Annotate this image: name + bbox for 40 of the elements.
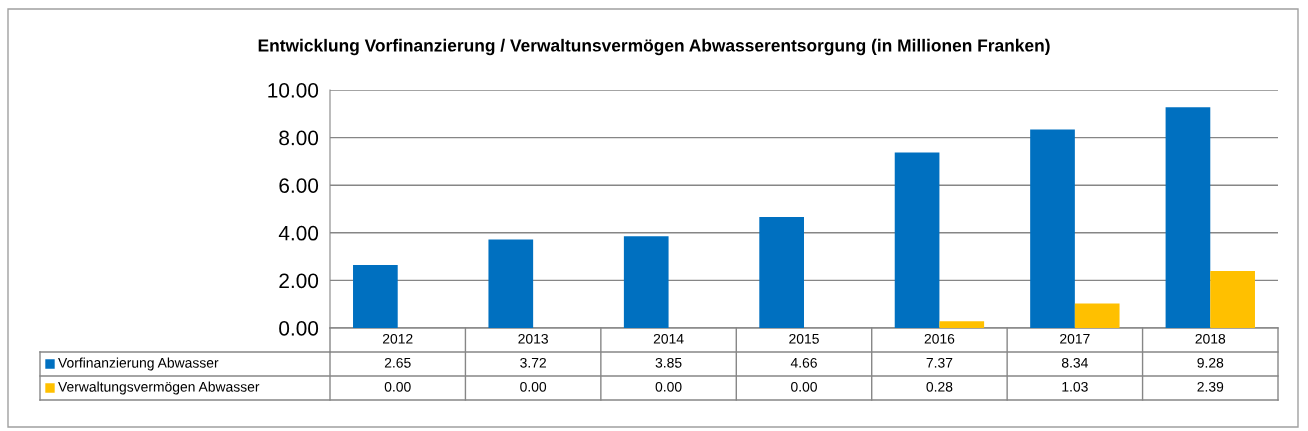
data-label: 0.28	[926, 381, 953, 392]
x-tick-label: 2014	[653, 333, 684, 344]
bar	[894, 152, 940, 328]
data-label: 1.03	[1062, 381, 1088, 392]
data-label: 3.72	[520, 357, 546, 368]
data-label: 0.00	[384, 381, 411, 392]
y-tick-label: 2.00	[279, 273, 319, 289]
bar	[1074, 303, 1120, 328]
data-label: 9.28	[1197, 357, 1224, 368]
data-label: 0.00	[520, 381, 547, 392]
bar	[939, 321, 985, 328]
y-tick-label: 10.00	[268, 83, 319, 98]
x-tick-label: 2013	[518, 333, 548, 344]
data-label: 7.37	[926, 357, 953, 368]
data-label: 2.39	[1197, 381, 1224, 392]
bar	[759, 217, 804, 328]
x-tick-label: 2016	[924, 333, 955, 344]
x-tick-label: 2017	[1060, 333, 1090, 344]
y-tick-label: 8.00	[279, 130, 319, 146]
legend-label: Verwaltungsvermögen Abwasser	[58, 381, 260, 395]
bar	[353, 264, 398, 328]
x-tick-label: 2012	[382, 333, 413, 344]
y-tick-label: 0.00	[279, 321, 319, 336]
data-label: 0.00	[791, 381, 817, 392]
data-label: 8.34	[1061, 357, 1088, 368]
y-tick-label: 4.00	[278, 225, 319, 241]
data-label: 0.00	[655, 381, 682, 392]
chart-title: Entwicklung Vorfinanzierung / Verwaltunsvermögen Abwasserentsorgung (in Millionen Franken)	[258, 38, 1050, 56]
x-tick-label: 2015	[789, 333, 819, 344]
bar	[1030, 129, 1075, 328]
legend-label: Vorfinanzierung Abwasser	[58, 357, 219, 371]
data-label: 4.66	[790, 357, 817, 368]
x-tick-label: 2018	[1195, 333, 1226, 344]
bar	[623, 236, 669, 328]
data-label: 2.65	[384, 357, 411, 368]
bar	[1165, 107, 1211, 328]
y-tick-label: 6.00	[279, 178, 319, 193]
bar	[1210, 271, 1255, 328]
bar	[488, 239, 534, 328]
data-label: 3.85	[655, 357, 682, 368]
